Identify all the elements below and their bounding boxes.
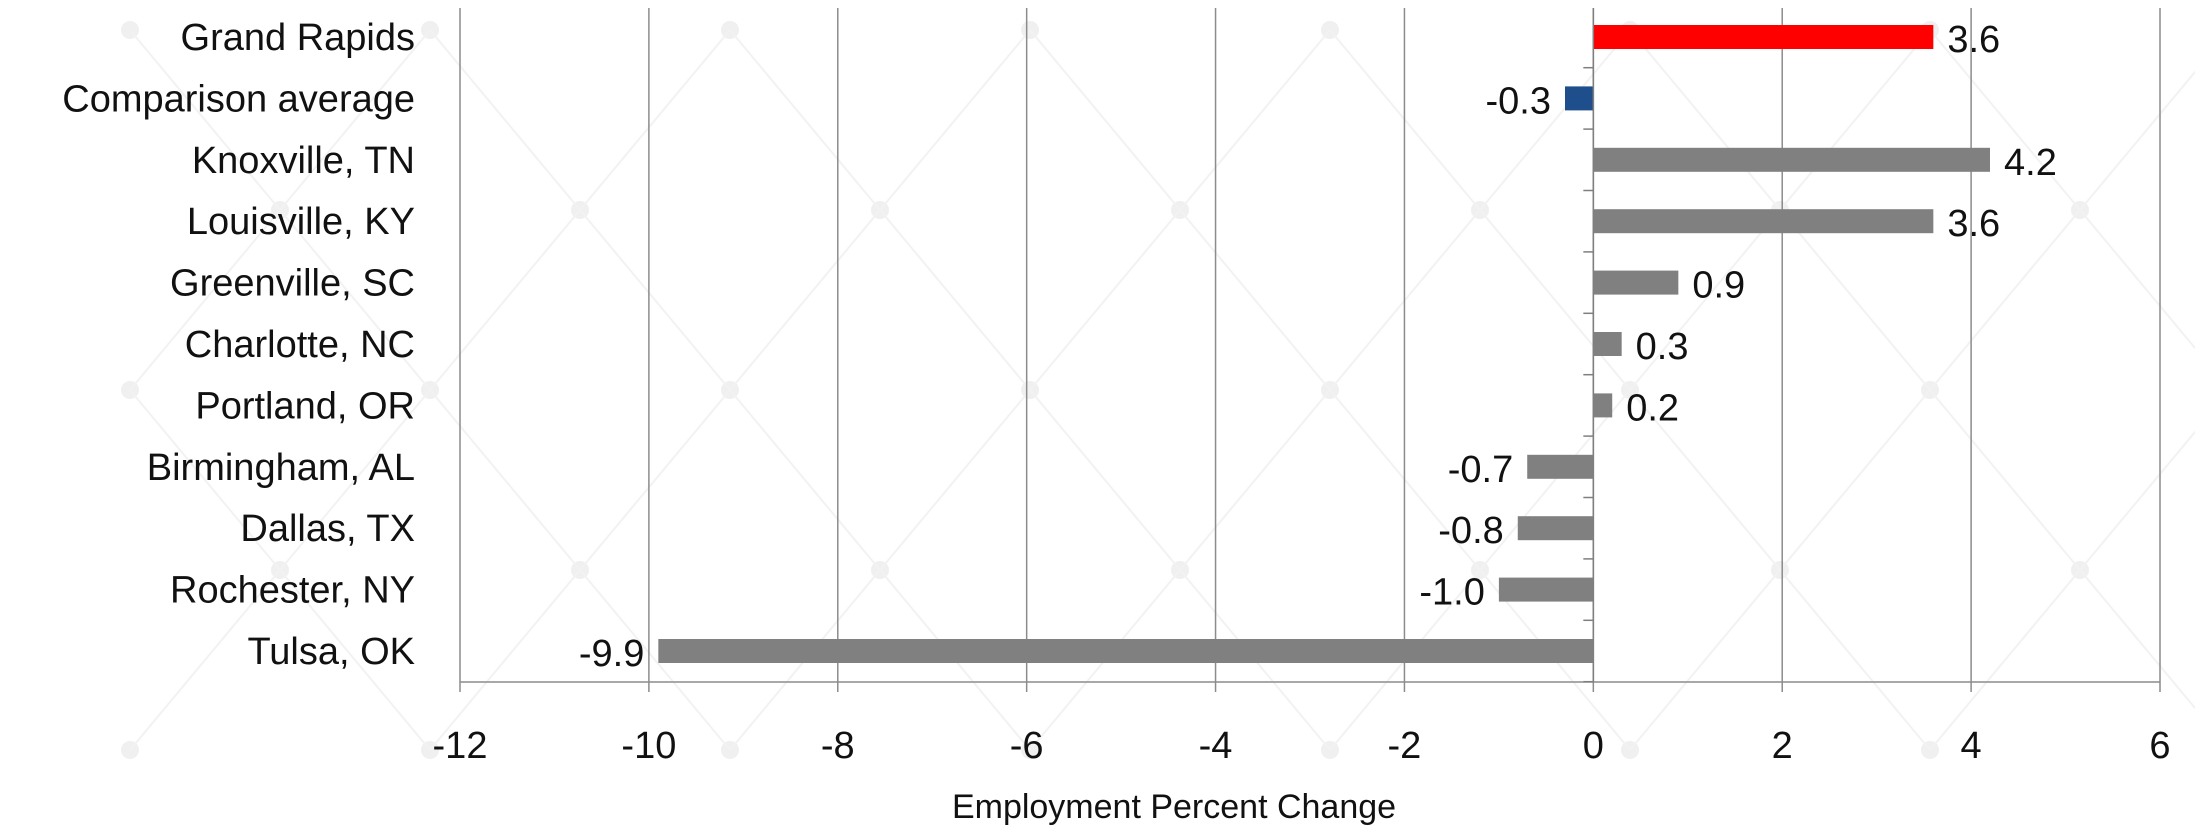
background-link [1780, 210, 1930, 390]
x-tick-label: -4 [1199, 725, 1233, 767]
bar [1565, 86, 1593, 110]
background-link [1030, 210, 1180, 390]
background-link [2080, 570, 2195, 750]
background-link [430, 570, 580, 750]
data-label: -0.3 [1486, 80, 1551, 122]
background-link [880, 210, 1030, 390]
x-tick-label: -8 [821, 725, 855, 767]
category-label: Knoxville, TN [192, 140, 415, 182]
background-link [880, 390, 1030, 570]
bars [658, 25, 1990, 663]
category-label: Rochester, NY [170, 570, 415, 612]
data-label: 0.2 [1626, 387, 1679, 429]
data-label: 4.2 [2004, 142, 2057, 184]
background-link [580, 30, 730, 210]
bar [1593, 332, 1621, 356]
bar [1593, 25, 1933, 49]
background-link [1030, 390, 1180, 570]
background-link [1930, 390, 2080, 570]
x-tick-label: 0 [1583, 725, 1604, 767]
x-tick-label: 4 [1961, 725, 1982, 767]
background-link [430, 30, 580, 210]
background-link [580, 390, 730, 570]
data-label: 0.9 [1692, 265, 1745, 307]
x-tick-label: -6 [1010, 725, 1044, 767]
background-link [730, 210, 880, 390]
background-link [1630, 30, 1780, 210]
background-link [1780, 30, 1930, 210]
background-link [2080, 210, 2195, 390]
category-label: Tulsa, OK [247, 631, 415, 673]
background-link [1480, 210, 1630, 390]
background-link [730, 30, 880, 210]
data-label: 3.6 [1947, 203, 2000, 245]
x-tick-label: -2 [1388, 725, 1422, 767]
category-label: Greenville, SC [170, 263, 415, 305]
background-link [1630, 570, 1780, 750]
data-label: -0.8 [1438, 510, 1503, 552]
background-link [1780, 570, 1930, 750]
category-label: Dallas, TX [240, 508, 415, 550]
category-label: Birmingham, AL [147, 447, 415, 489]
category-label: Charlotte, NC [185, 324, 415, 366]
x-tick-label: 6 [2149, 725, 2170, 767]
bar [658, 639, 1593, 663]
background-link [430, 390, 580, 570]
x-tick-label: -12 [433, 725, 488, 767]
bar [1593, 393, 1612, 417]
x-axis-title: Employment Percent Change [952, 788, 1396, 826]
bar [1593, 209, 1933, 233]
background-link [730, 390, 880, 570]
background-link [580, 210, 730, 390]
category-label: Grand Rapids [181, 17, 415, 59]
category-label: Portland, OR [195, 385, 415, 427]
bar [1499, 578, 1593, 602]
background-link [1180, 30, 1330, 210]
data-label: -0.7 [1448, 449, 1513, 491]
data-label: -9.9 [579, 633, 644, 675]
bar [1518, 516, 1594, 540]
background-link [2080, 390, 2195, 570]
background-link [880, 30, 1030, 210]
data-label: -1.0 [1419, 572, 1484, 614]
bar [1527, 455, 1593, 479]
background-link [1180, 390, 1330, 570]
background-link [1780, 390, 1930, 570]
data-label: 0.3 [1636, 326, 1689, 368]
x-tick-label: 2 [1772, 725, 1793, 767]
background-link [430, 210, 580, 390]
category-label: Comparison average [62, 78, 415, 120]
background-link [2080, 30, 2195, 210]
category-label: Louisville, KY [187, 201, 415, 243]
gridlines [460, 8, 2160, 682]
bar [1593, 148, 1990, 172]
data-label: 3.6 [1947, 19, 2000, 61]
background-link [1030, 30, 1180, 210]
x-tick-label: -10 [621, 725, 676, 767]
background-link [1180, 210, 1330, 390]
background-link [1930, 570, 2080, 750]
bar [1593, 271, 1678, 295]
labels: Grand Rapids 3.6 Comparison average -0.3 Kno… [62, 17, 2057, 675]
